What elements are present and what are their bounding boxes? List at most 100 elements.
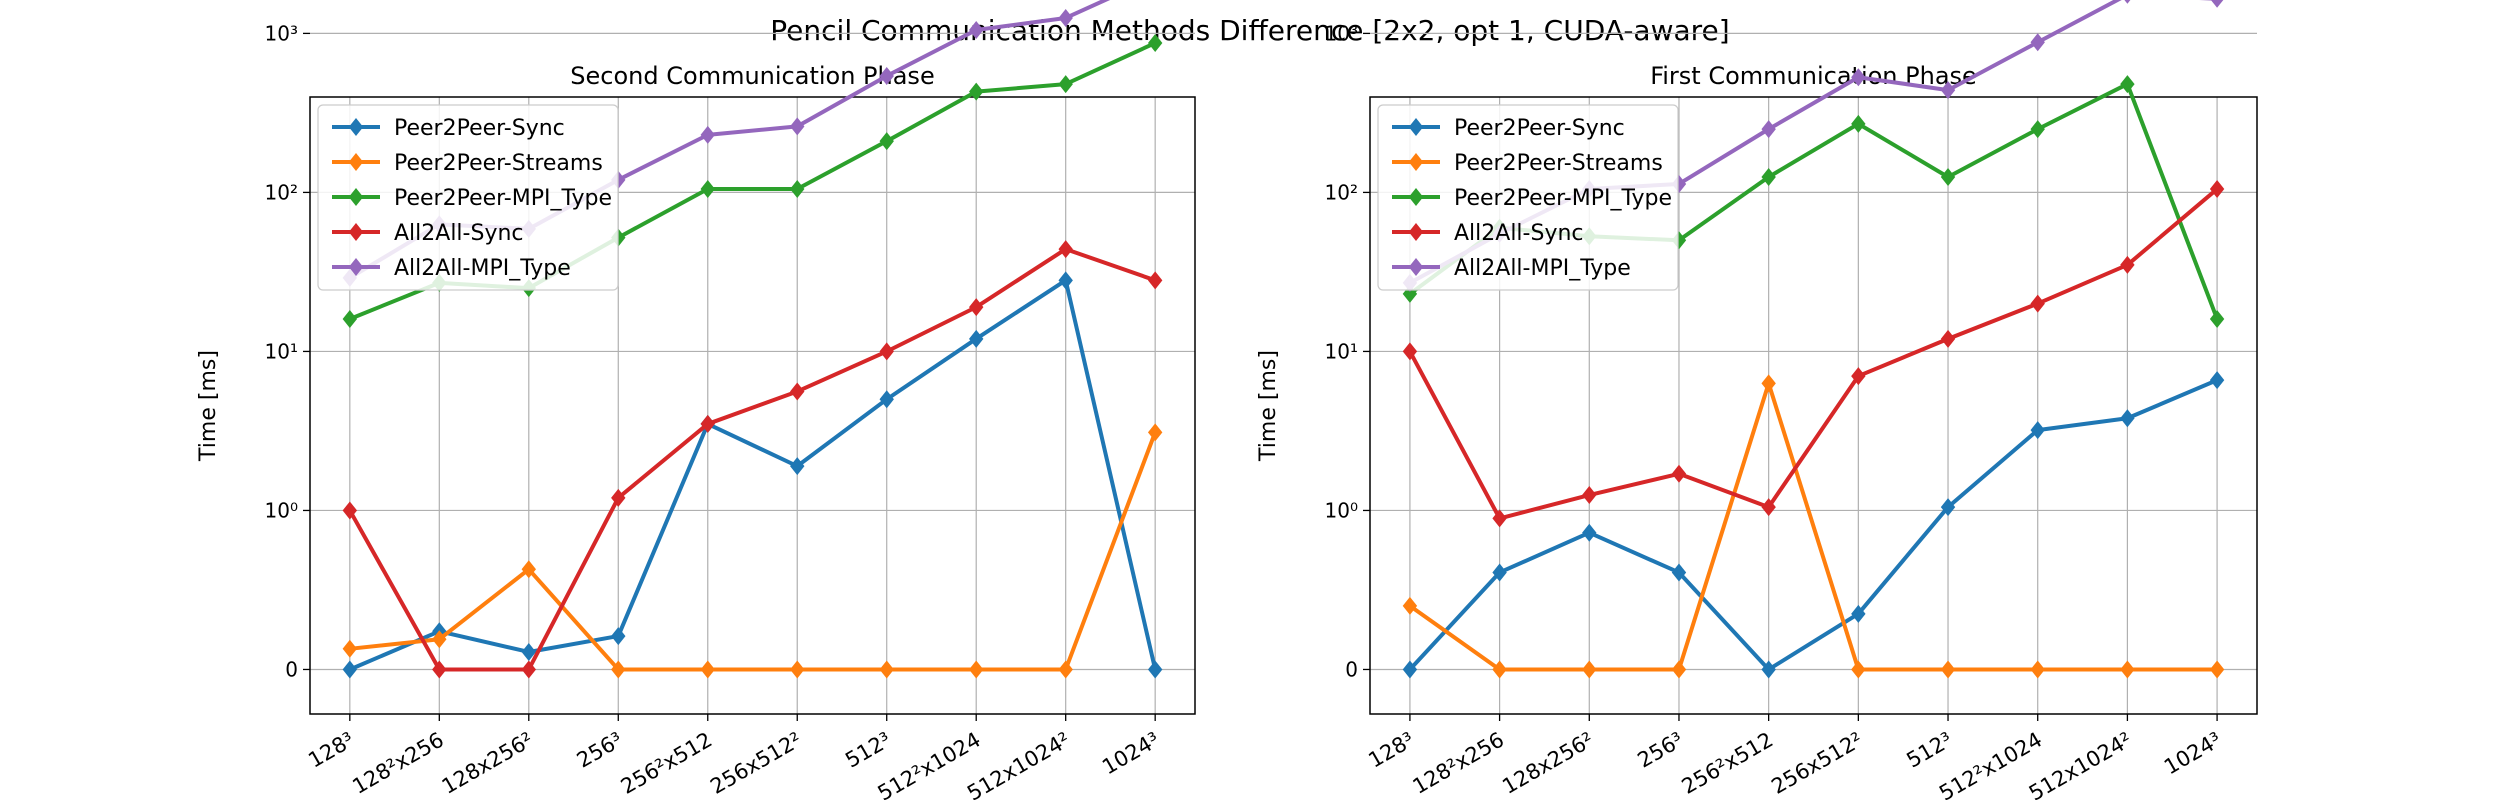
data-point xyxy=(790,457,805,476)
data-point xyxy=(790,660,805,679)
data-point xyxy=(879,390,894,409)
data-point xyxy=(1851,660,1866,679)
data-point xyxy=(1582,660,1597,679)
data-point xyxy=(790,180,805,199)
legend-label: Peer2Peer-MPI_Type xyxy=(1454,186,1672,211)
data-point xyxy=(1147,271,1163,290)
data-point xyxy=(2209,371,2225,390)
y-tick-label: 0 xyxy=(1345,657,1358,681)
series-line xyxy=(1408,378,2218,672)
data-point xyxy=(1147,423,1163,442)
x-tick-label: 512x1024² xyxy=(963,728,1074,800)
data-point xyxy=(969,21,984,40)
data-point xyxy=(1058,75,1073,94)
legend-marker xyxy=(348,118,364,136)
data-point xyxy=(342,501,358,520)
x-tick-label: 512³ xyxy=(841,728,895,773)
data-point xyxy=(1671,464,1687,483)
data-point xyxy=(1851,68,1866,87)
x-tick-label: 256³ xyxy=(573,728,627,773)
legend-marker xyxy=(1408,223,1424,241)
data-point xyxy=(2120,660,2135,679)
data-point xyxy=(1058,271,1073,290)
series-line xyxy=(1408,381,2218,672)
data-point xyxy=(1940,660,1956,679)
x-tick-label: 256²x512 xyxy=(617,728,716,799)
series-All2All-Sync xyxy=(1402,180,2225,528)
data-point xyxy=(2120,255,2135,274)
y-tick-label: 10⁰ xyxy=(265,498,298,522)
data-point xyxy=(1940,329,1956,348)
legend-marker xyxy=(1408,258,1424,276)
legend-label: All2All-Sync xyxy=(394,221,524,246)
data-point xyxy=(969,660,984,679)
data-point xyxy=(790,382,805,401)
data-point xyxy=(969,298,984,317)
legend-label: Peer2Peer-Sync xyxy=(1454,116,1625,141)
data-point xyxy=(1671,563,1687,582)
x-tick-label: 512³ xyxy=(1903,728,1957,773)
data-point xyxy=(1761,120,1776,139)
data-point xyxy=(1851,604,1866,623)
axes-frame xyxy=(309,96,1196,715)
data-point xyxy=(611,660,626,679)
data-point xyxy=(879,132,894,151)
data-point xyxy=(1058,8,1073,27)
data-point xyxy=(1761,374,1776,393)
y-tick-label: 0 xyxy=(285,657,298,681)
series-line xyxy=(348,247,1156,672)
data-point xyxy=(969,82,984,101)
data-point xyxy=(1582,486,1597,505)
legend: Peer2Peer-Sync Peer2Peer-Streams Peer2Peer… xyxy=(1377,104,1679,291)
data-point xyxy=(342,309,358,328)
data-point xyxy=(700,414,715,433)
data-point xyxy=(1492,563,1507,582)
y-tick-label: 10⁰ xyxy=(1325,498,1358,522)
data-point xyxy=(1671,231,1687,250)
x-tick-label: 256x512² xyxy=(706,728,805,799)
data-point xyxy=(1492,660,1507,679)
x-tick-label: 512x1024² xyxy=(2025,728,2136,800)
data-point xyxy=(2209,309,2225,328)
data-point xyxy=(879,660,894,679)
data-point xyxy=(1058,240,1073,259)
legend-marker xyxy=(1408,188,1424,206)
data-point xyxy=(2030,294,2045,313)
data-point xyxy=(521,560,536,579)
data-point xyxy=(2209,180,2225,199)
data-point xyxy=(432,630,447,649)
x-tick-label: 256²x512 xyxy=(1678,728,1777,799)
data-point xyxy=(432,660,447,679)
data-point xyxy=(700,125,715,144)
data-point xyxy=(790,117,805,136)
x-tick-label: 128x256² xyxy=(438,728,537,799)
legend-label: Peer2Peer-Streams xyxy=(394,151,603,176)
data-point xyxy=(1940,498,1956,517)
legend-label: Peer2Peer-Streams xyxy=(1454,151,1663,176)
y-axis-label: Time [ms] xyxy=(196,350,221,462)
legend-marker xyxy=(1408,118,1424,136)
x-tick-label: 128³ xyxy=(304,728,358,773)
data-point xyxy=(342,660,358,679)
legend-marker xyxy=(348,188,364,206)
data-point xyxy=(342,639,358,658)
legend-marker xyxy=(348,153,364,171)
data-point xyxy=(521,660,536,679)
y-tick-label: 10² xyxy=(265,180,298,204)
data-point xyxy=(611,488,626,507)
x-tick-label: 128x256² xyxy=(1498,728,1597,799)
data-point xyxy=(1058,660,1073,679)
data-point xyxy=(1402,342,1418,361)
data-point xyxy=(1761,498,1776,517)
legend-marker xyxy=(348,223,364,241)
legend-label: All2All-MPI_Type xyxy=(394,256,571,281)
data-point xyxy=(1492,509,1507,528)
series-line xyxy=(349,431,1158,672)
series-Peer2Peer-Sync xyxy=(1402,371,2225,679)
data-point xyxy=(2120,75,2135,94)
data-point xyxy=(1851,367,1866,386)
data-point xyxy=(879,342,894,361)
